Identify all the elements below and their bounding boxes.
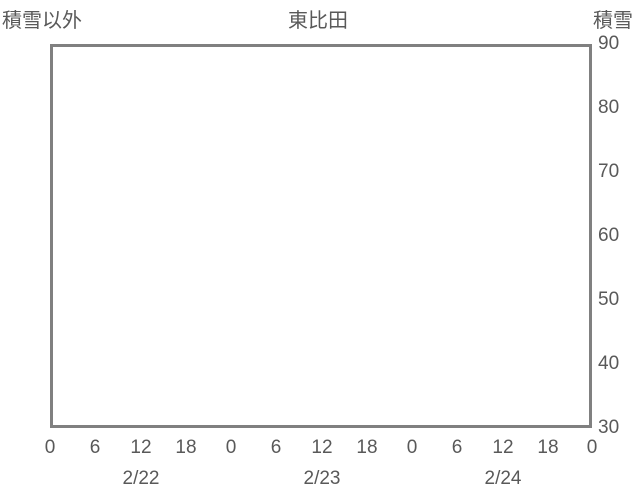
page-title: 東比田 [288,10,348,32]
x-tick-18-d2: 18 [356,437,378,458]
x-tick-6-d2: 6 [270,437,282,458]
x-tick-18-d1: 18 [175,437,197,458]
x-tick-0-d2: 0 [225,437,237,458]
plot-area [50,44,592,428]
left-axis-title: 積雪以外 [2,10,82,32]
x-day-label-0222: 2/22 [122,468,160,489]
y-right-tick-80: 80 [598,97,620,118]
x-tick-0-d4: 0 [586,437,598,458]
x-tick-0-d1: 0 [44,437,56,458]
y-right-tick-40: 40 [598,353,620,374]
y-right-tick-30: 30 [598,417,620,438]
right-axis-title: 積雪 [593,10,633,32]
plot-frame [50,44,592,428]
x-tick-0-d3: 0 [406,437,418,458]
x-day-label-0224: 2/24 [484,468,522,489]
x-day-label-0223: 2/23 [303,468,341,489]
x-tick-12-d1: 12 [130,437,152,458]
x-tick-6-d1: 6 [89,437,101,458]
x-tick-18-d3: 18 [537,437,559,458]
y-right-tick-60: 60 [598,225,620,246]
y-right-tick-70: 70 [598,161,620,182]
y-right-tick-50: 50 [598,289,620,310]
x-tick-6-d3: 6 [451,437,463,458]
x-tick-12-d3: 12 [492,437,514,458]
y-right-tick-90: 90 [598,33,620,54]
x-tick-12-d2: 12 [311,437,333,458]
